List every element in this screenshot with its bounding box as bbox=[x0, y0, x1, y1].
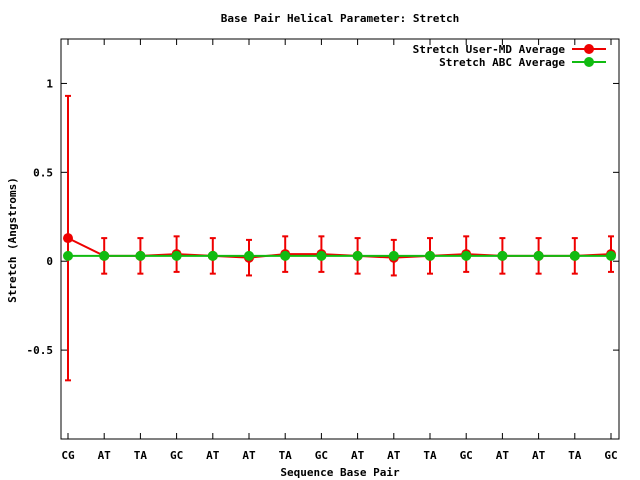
x-tick-label: GC bbox=[315, 449, 328, 462]
x-tick-label: TA bbox=[568, 449, 582, 462]
x-tick-label: AT bbox=[206, 449, 220, 462]
chart-title: Base Pair Helical Parameter: Stretch bbox=[221, 12, 459, 25]
data-point bbox=[461, 250, 472, 261]
y-tick-label: 0 bbox=[46, 255, 53, 268]
data-point bbox=[207, 250, 218, 261]
plot-area bbox=[60, 38, 620, 440]
data-point bbox=[569, 250, 580, 261]
data-point bbox=[63, 250, 73, 261]
data-point bbox=[388, 250, 399, 261]
data-point bbox=[352, 250, 363, 261]
x-tick-label: TA bbox=[423, 449, 437, 462]
y-tick-label: -0.5 bbox=[27, 344, 54, 357]
series-layer bbox=[63, 94, 616, 382]
data-point bbox=[244, 250, 254, 261]
x-tick-label: GC bbox=[170, 449, 183, 462]
x-axis: CG AT TA GC AT AT TA GC AT AT TA GC AT AT TA GC bbox=[61, 39, 618, 462]
x-tick-label: AT bbox=[496, 449, 510, 462]
data-point bbox=[135, 250, 146, 261]
legend-label: Stretch ABC Average bbox=[439, 56, 565, 69]
x-tick-label: TA bbox=[134, 449, 148, 462]
y-axis: -0.5 0 0.5 1 bbox=[27, 77, 619, 357]
x-tick-label: AT bbox=[387, 449, 401, 462]
x-tick-label: AT bbox=[532, 449, 546, 462]
data-point bbox=[425, 250, 435, 261]
series bbox=[63, 250, 616, 261]
legend-marker bbox=[584, 44, 594, 54]
data-point bbox=[606, 250, 616, 261]
data-point bbox=[171, 250, 182, 261]
series bbox=[63, 94, 616, 382]
data-point bbox=[280, 250, 291, 261]
series-line bbox=[67, 237, 612, 259]
x-tick-label: GC bbox=[460, 449, 473, 462]
legend-label: Stretch User-MD Average bbox=[413, 43, 566, 56]
y-tick-label: 0.5 bbox=[33, 166, 53, 179]
x-tick-label: AT bbox=[242, 449, 256, 462]
x-tick-label: GC bbox=[604, 449, 617, 462]
data-point bbox=[316, 250, 327, 261]
data-point bbox=[497, 250, 508, 261]
x-tick-label: CG bbox=[61, 449, 75, 462]
y-tick-label: 1 bbox=[46, 77, 53, 90]
y-axis-label: Stretch (Angstroms) bbox=[6, 177, 19, 303]
data-point bbox=[63, 233, 73, 244]
legend-marker bbox=[584, 57, 594, 67]
x-tick-label: AT bbox=[98, 449, 112, 462]
data-point bbox=[99, 250, 110, 261]
x-tick-label: TA bbox=[279, 449, 293, 462]
x-tick-label: AT bbox=[351, 449, 365, 462]
x-axis-label: Sequence Base Pair bbox=[280, 466, 400, 479]
data-point bbox=[533, 250, 544, 261]
